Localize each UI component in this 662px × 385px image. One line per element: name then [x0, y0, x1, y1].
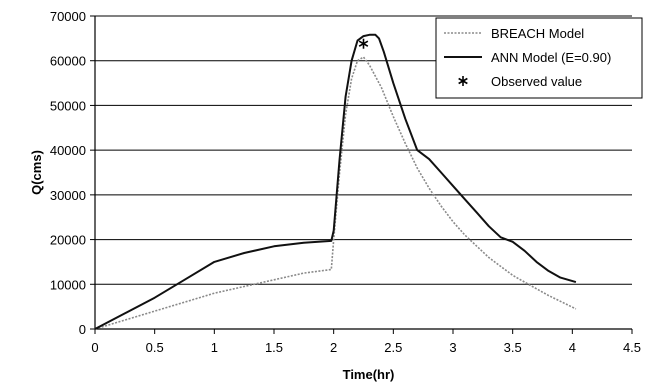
legend-label-1: ANN Model (E=0.90)	[491, 50, 611, 65]
observed-point-0	[358, 38, 369, 49]
y-axis-ticks: 0 10000 20000 30000 40000 50000 60000 70000	[50, 9, 95, 337]
observed-layer	[358, 38, 369, 49]
y-tick-label-6: 60000	[50, 54, 86, 69]
x-tick-label-2: 1	[211, 340, 218, 355]
legend: BREACH Model ANN Model (E=0.90) Observed v…	[435, 17, 643, 99]
x-tick-label-5: 2.5	[384, 340, 402, 355]
y-axis-title: Q(cms)	[29, 150, 44, 195]
x-tick-label-0: 0	[91, 340, 98, 355]
y-tick-label-0: 0	[79, 322, 86, 337]
x-tick-label-8: 4	[569, 340, 576, 355]
legend-item-breach: BREACH Model	[444, 26, 584, 41]
y-tick-label-4: 40000	[50, 143, 86, 158]
legend-item-observed: Observed value	[458, 74, 582, 89]
x-tick-label-4: 2	[330, 340, 337, 355]
series-line-breach	[94, 56, 577, 330]
x-axis-title: Time(hr)	[343, 367, 395, 382]
y-tick-label-3: 30000	[50, 188, 86, 203]
series-layer	[94, 33, 577, 330]
x-tick-label-7: 3.5	[504, 340, 522, 355]
legend-swatch-2	[458, 76, 468, 86]
y-tick-label-7: 70000	[50, 9, 86, 24]
y-tick-label-1: 10000	[50, 277, 86, 292]
plot-frame	[94, 16, 632, 330]
grid-lines	[95, 15, 632, 285]
y-tick-label-5: 50000	[50, 98, 86, 113]
x-tick-label-1: 0.5	[146, 340, 164, 355]
legend-item-ann: ANN Model (E=0.90)	[444, 50, 611, 65]
legend-label-2: Observed value	[491, 74, 582, 89]
legend-label-0: BREACH Model	[491, 26, 584, 41]
x-tick-label-9: 4.5	[623, 340, 641, 355]
x-tick-label-3: 1.5	[265, 340, 283, 355]
x-tick-label-6: 3	[449, 340, 456, 355]
x-axis-ticks: 0 0.5 1 1.5 2 2.5 3 3.5 4 4.5	[91, 329, 641, 355]
y-tick-label-2: 20000	[50, 233, 86, 248]
series-line-ann	[94, 33, 577, 330]
